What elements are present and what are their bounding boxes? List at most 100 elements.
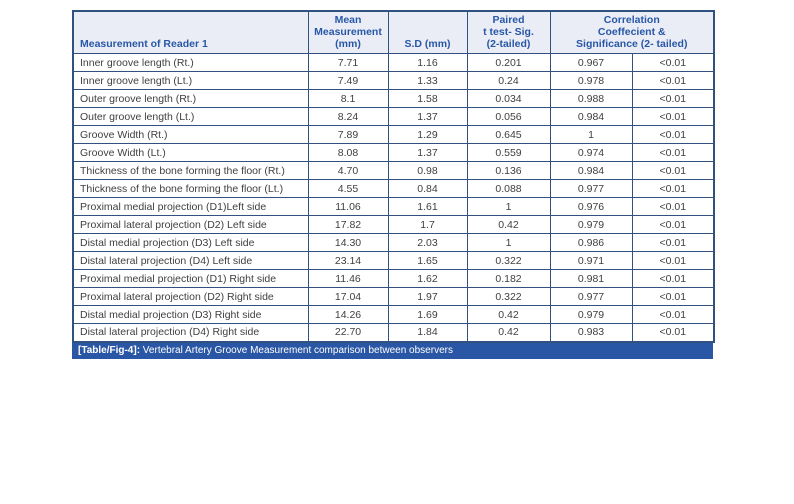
table-row: Proximal medial projection (D1) Right si… — [72, 269, 715, 288]
cell-paired: 0.136 — [466, 161, 551, 180]
cell-sd: 1.97 — [387, 287, 468, 306]
cell-significance: <0.01 — [631, 107, 715, 126]
cell-mean: 4.70 — [307, 161, 389, 180]
cell-paired: 0.056 — [466, 107, 551, 126]
cell-correlation: 0.983 — [549, 323, 633, 342]
table-row: Distal lateral projection (D4) Left side… — [72, 251, 715, 270]
cell-paired: 0.088 — [466, 179, 551, 198]
table-body: Inner groove length (Rt.) 7.71 1.16 0.20… — [72, 53, 715, 342]
cell-paired: 0.42 — [466, 215, 551, 234]
cell-paired: 0.645 — [466, 125, 551, 144]
cell-sd: 0.98 — [387, 161, 468, 180]
header-paired-ttest: Paired t test- Sig. (2-tailed) — [466, 10, 551, 54]
cell-mean: 7.49 — [307, 71, 389, 90]
header-correlation: Correlation Coeffecient & Significance (… — [549, 10, 715, 54]
cell-measurement-label: Proximal lateral projection (D2) Right s… — [72, 287, 309, 306]
table-row: Groove Width (Lt.) 8.08 1.37 0.559 0.974… — [72, 143, 715, 162]
cell-measurement-label: Inner groove length (Rt.) — [72, 53, 309, 72]
data-table: Measurement of Reader 1 Mean Measurement… — [72, 10, 716, 343]
cell-measurement-label: Proximal medial projection (D1)Left side — [72, 197, 309, 216]
cell-significance: <0.01 — [631, 125, 715, 144]
table-row: Proximal lateral projection (D2) Right s… — [72, 287, 715, 306]
table-row: Inner groove length (Rt.) 7.71 1.16 0.20… — [72, 53, 715, 72]
table-row: Proximal medial projection (D1)Left side… — [72, 197, 715, 216]
cell-correlation: 0.984 — [549, 161, 633, 180]
cell-paired: 0.322 — [466, 287, 551, 306]
cell-mean: 22.70 — [307, 323, 389, 342]
measurement-comparison-table: Measurement of Reader 1 Mean Measurement… — [72, 10, 716, 359]
cell-sd: 1.58 — [387, 89, 468, 108]
cell-paired: 0.034 — [466, 89, 551, 108]
cell-correlation: 0.981 — [549, 269, 633, 288]
cell-mean: 8.1 — [307, 89, 389, 108]
cell-paired: 0.322 — [466, 251, 551, 270]
table-header: Measurement of Reader 1 Mean Measurement… — [72, 10, 715, 54]
cell-measurement-label: Proximal lateral projection (D2) Left si… — [72, 215, 309, 234]
cell-measurement-label: Outer groove length (Lt.) — [72, 107, 309, 126]
cell-sd: 1.33 — [387, 71, 468, 90]
table-row: Thickness of the bone forming the floor … — [72, 179, 715, 198]
cell-mean: 7.71 — [307, 53, 389, 72]
cell-measurement-label: Outer groove length (Rt.) — [72, 89, 309, 108]
table-row: Distal medial projection (D3) Right side… — [72, 305, 715, 324]
table-row: Outer groove length (Lt.) 8.24 1.37 0.05… — [72, 107, 715, 126]
table-row: Inner groove length (Lt.) 7.49 1.33 0.24… — [72, 71, 715, 90]
cell-correlation: 0.971 — [549, 251, 633, 270]
caption-prefix: [Table/Fig-4]: — [78, 344, 141, 356]
cell-sd: 1.62 — [387, 269, 468, 288]
cell-significance: <0.01 — [631, 215, 715, 234]
cell-measurement-label: Thickness of the bone forming the floor … — [72, 161, 309, 180]
cell-mean: 17.82 — [307, 215, 389, 234]
cell-significance: <0.01 — [631, 233, 715, 252]
header-sd: S.D (mm) — [387, 10, 468, 54]
cell-measurement-label: Proximal medial projection (D1) Right si… — [72, 269, 309, 288]
cell-measurement-label: Distal lateral projection (D4) Left side — [72, 251, 309, 270]
cell-sd: 0.84 — [387, 179, 468, 198]
header-row: Measurement of Reader 1 Mean Measurement… — [72, 10, 715, 54]
cell-significance: <0.01 — [631, 53, 715, 72]
cell-measurement-label: Distal medial projection (D3) Right side — [72, 305, 309, 324]
cell-paired: 0.42 — [466, 323, 551, 342]
table-row: Outer groove length (Rt.) 8.1 1.58 0.034… — [72, 89, 715, 108]
cell-significance: <0.01 — [631, 251, 715, 270]
cell-correlation: 0.979 — [549, 305, 633, 324]
cell-paired: 1 — [466, 233, 551, 252]
cell-sd: 1.7 — [387, 215, 468, 234]
cell-paired: 0.42 — [466, 305, 551, 324]
cell-correlation: 0.984 — [549, 107, 633, 126]
cell-mean: 4.55 — [307, 179, 389, 198]
cell-correlation: 0.988 — [549, 89, 633, 108]
cell-correlation: 0.977 — [549, 287, 633, 306]
cell-paired: 0.559 — [466, 143, 551, 162]
cell-significance: <0.01 — [631, 161, 715, 180]
cell-mean: 8.08 — [307, 143, 389, 162]
cell-correlation: 0.978 — [549, 71, 633, 90]
cell-paired: 0.182 — [466, 269, 551, 288]
header-measurement: Measurement of Reader 1 — [72, 10, 309, 54]
table-row: Distal medial projection (D3) Left side … — [72, 233, 715, 252]
cell-sd: 1.61 — [387, 197, 468, 216]
cell-mean: 14.30 — [307, 233, 389, 252]
cell-correlation: 0.986 — [549, 233, 633, 252]
cell-measurement-label: Distal medial projection (D3) Left side — [72, 233, 309, 252]
cell-significance: <0.01 — [631, 323, 715, 342]
cell-significance: <0.01 — [631, 305, 715, 324]
cell-sd: 1.37 — [387, 143, 468, 162]
header-mean: Mean Measurement (mm) — [307, 10, 389, 54]
table-row: Groove Width (Rt.) 7.89 1.29 0.645 1 <0.… — [72, 125, 715, 144]
cell-sd: 1.84 — [387, 323, 468, 342]
table-row: Distal lateral projection (D4) Right sid… — [72, 323, 715, 342]
caption-text: Vertebral Artery Groove Measurement comp… — [140, 344, 453, 356]
cell-significance: <0.01 — [631, 197, 715, 216]
cell-correlation: 0.976 — [549, 197, 633, 216]
cell-mean: 23.14 — [307, 251, 389, 270]
cell-measurement-label: Inner groove length (Lt.) — [72, 71, 309, 90]
cell-sd: 1.37 — [387, 107, 468, 126]
cell-significance: <0.01 — [631, 269, 715, 288]
cell-measurement-label: Distal lateral projection (D4) Right sid… — [72, 323, 309, 342]
cell-mean: 8.24 — [307, 107, 389, 126]
cell-significance: <0.01 — [631, 179, 715, 198]
cell-correlation: 0.977 — [549, 179, 633, 198]
cell-mean: 11.46 — [307, 269, 389, 288]
cell-sd: 1.65 — [387, 251, 468, 270]
